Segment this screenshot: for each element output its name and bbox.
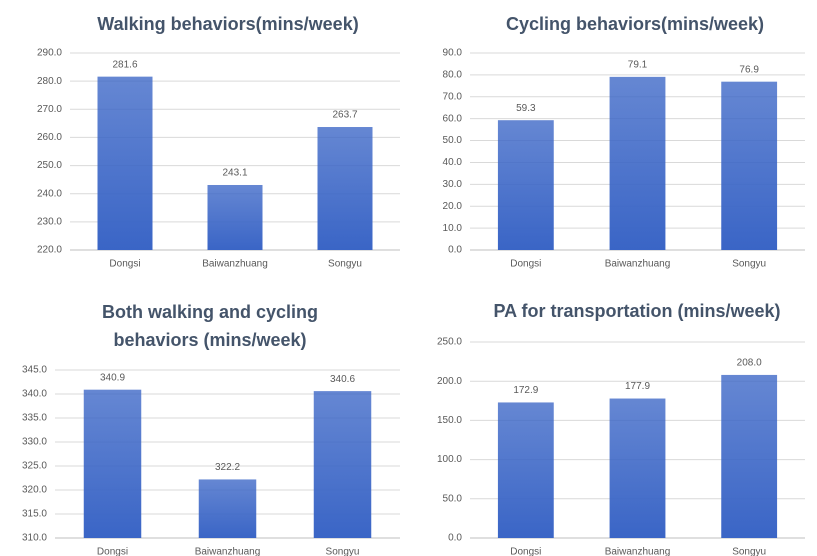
y-tick-label: 60.0	[443, 113, 463, 124]
x-tick-label: Dongsi	[510, 259, 541, 270]
data-label: 177.9	[625, 381, 650, 392]
y-tick-label: 40.0	[443, 157, 463, 168]
y-tick-label: 80.0	[443, 70, 463, 81]
data-label: 263.7	[332, 110, 357, 121]
data-label: 172.9	[513, 385, 538, 396]
y-tick-label: 220.0	[37, 245, 62, 256]
bar	[721, 81, 778, 251]
y-tick-label: 70.0	[443, 91, 463, 102]
chart-title: Both walking and cycling	[102, 302, 318, 322]
data-label: 281.6	[112, 59, 137, 70]
data-label: 59.3	[516, 103, 536, 114]
x-tick-label: Songyu	[732, 547, 766, 556]
chart-title: Walking behaviors(mins/week)	[97, 14, 358, 34]
y-tick-label: 240.0	[37, 188, 62, 199]
y-tick-label: 335.0	[22, 413, 47, 424]
x-tick-label: Baiwanzhuang	[605, 547, 671, 556]
y-tick-label: 345.0	[22, 365, 47, 376]
y-tick-label: 310.0	[22, 533, 47, 544]
data-label: 208.0	[737, 358, 762, 369]
y-tick-label: 30.0	[443, 179, 463, 190]
x-tick-label: Baiwanzhuang	[202, 259, 268, 270]
bar	[83, 389, 142, 538]
chart: Cycling behaviors(mins/week) 0.0 10.0 20.0 3…	[443, 14, 805, 270]
y-tick-label: 280.0	[37, 76, 62, 87]
bar	[317, 127, 373, 250]
y-tick-label: 10.0	[443, 223, 463, 234]
bar	[198, 479, 257, 538]
y-tick-label: 50.0	[443, 135, 463, 146]
y-tick-label: 260.0	[37, 132, 62, 143]
y-tick-label: 270.0	[37, 104, 62, 115]
bar	[497, 402, 554, 538]
data-label: 340.6	[330, 374, 355, 385]
y-tick-label: 150.0	[437, 415, 462, 426]
y-tick-label: 290.0	[37, 48, 62, 59]
chart: Walking behaviors(mins/week) 220.0 230.0 24…	[37, 14, 400, 270]
data-label: 340.9	[100, 372, 125, 383]
data-label: 243.1	[222, 168, 247, 179]
bar	[497, 120, 554, 251]
y-tick-label: 250.0	[37, 160, 62, 171]
chart-title: Cycling behaviors(mins/week)	[506, 14, 764, 34]
y-tick-label: 230.0	[37, 216, 62, 227]
bar	[313, 391, 372, 538]
y-tick-label: 320.0	[22, 485, 47, 496]
chart: PA for transportation (mins/week) 0.0 50.0…	[437, 301, 805, 556]
y-tick-label: 315.0	[22, 509, 47, 520]
y-tick-label: 200.0	[437, 376, 462, 387]
x-tick-label: Songyu	[328, 259, 362, 270]
data-label: 76.9	[739, 64, 759, 75]
bar	[721, 374, 778, 538]
x-tick-label: Songyu	[732, 259, 766, 270]
y-tick-label: 20.0	[443, 201, 463, 212]
x-tick-label: Dongsi	[97, 547, 128, 556]
y-tick-label: 90.0	[443, 48, 463, 59]
y-tick-label: 340.0	[22, 389, 47, 400]
y-tick-label: 330.0	[22, 437, 47, 448]
data-label: 322.2	[215, 462, 240, 473]
x-tick-label: Dongsi	[109, 259, 140, 270]
y-tick-label: 250.0	[437, 337, 462, 348]
y-tick-label: 0.0	[448, 245, 462, 256]
x-tick-label: Songyu	[326, 547, 360, 556]
chart-title: PA for transportation (mins/week)	[493, 301, 780, 321]
x-tick-label: Baiwanzhuang	[605, 259, 671, 270]
chart: Both walking and cycling behaviors (mins/…	[22, 302, 400, 556]
y-tick-label: 50.0	[443, 493, 463, 504]
data-label: 79.1	[628, 59, 648, 70]
y-tick-label: 325.0	[22, 461, 47, 472]
bar	[609, 398, 666, 538]
bar	[207, 184, 263, 250]
x-tick-label: Baiwanzhuang	[195, 547, 261, 556]
y-tick-label: 0.0	[448, 533, 462, 544]
x-tick-label: Dongsi	[510, 547, 541, 556]
y-tick-label: 100.0	[437, 454, 462, 465]
chart-title: behaviors (mins/week)	[113, 330, 306, 350]
bar	[609, 76, 666, 250]
bar	[97, 76, 153, 250]
